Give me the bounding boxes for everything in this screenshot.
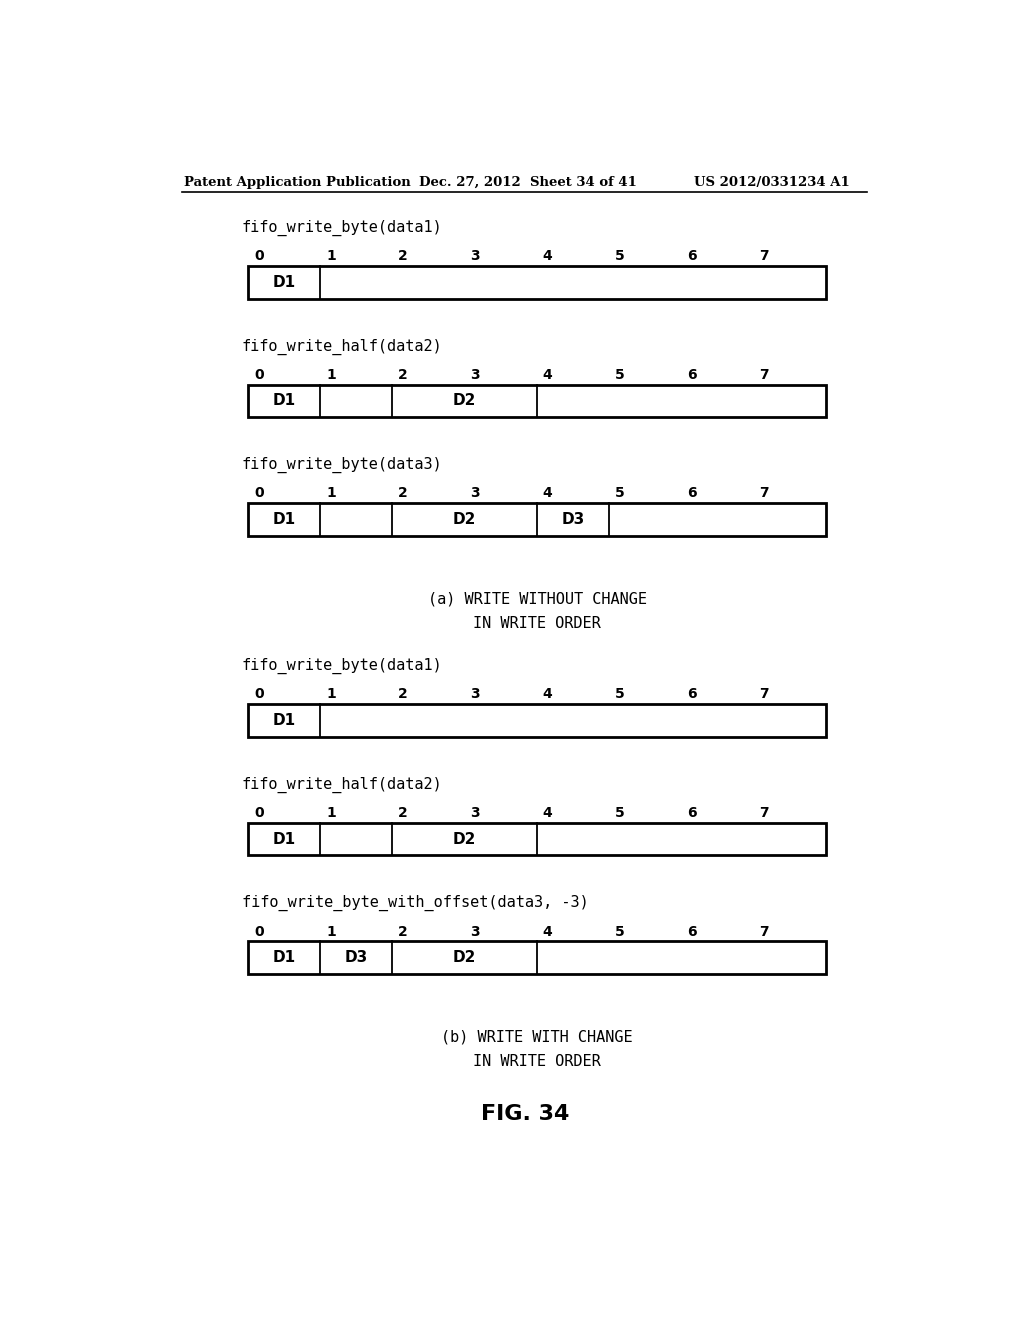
Bar bbox=[248, 941, 825, 974]
Text: D1: D1 bbox=[272, 275, 296, 290]
Text: 2: 2 bbox=[398, 368, 408, 381]
Bar bbox=[248, 822, 825, 855]
Text: 5: 5 bbox=[614, 368, 625, 381]
Text: 5: 5 bbox=[614, 807, 625, 820]
Text: 1: 1 bbox=[326, 688, 336, 701]
Text: 0: 0 bbox=[254, 487, 263, 500]
Text: IN WRITE ORDER: IN WRITE ORDER bbox=[473, 1053, 601, 1069]
Text: D1: D1 bbox=[272, 832, 296, 846]
Bar bbox=[248, 267, 825, 298]
Text: D3: D3 bbox=[561, 512, 585, 527]
Text: US 2012/0331234 A1: US 2012/0331234 A1 bbox=[693, 176, 850, 189]
Text: 7: 7 bbox=[759, 688, 769, 701]
Text: 2: 2 bbox=[398, 249, 408, 263]
Text: 2: 2 bbox=[398, 924, 408, 939]
Text: 6: 6 bbox=[687, 249, 696, 263]
Text: D2: D2 bbox=[453, 950, 476, 965]
Text: fifo_write_byte_with_offset(data3, -3): fifo_write_byte_with_offset(data3, -3) bbox=[242, 895, 589, 912]
Text: 1: 1 bbox=[326, 487, 336, 500]
Text: Dec. 27, 2012  Sheet 34 of 41: Dec. 27, 2012 Sheet 34 of 41 bbox=[419, 176, 637, 189]
Text: 0: 0 bbox=[254, 807, 263, 820]
Text: 4: 4 bbox=[543, 249, 552, 263]
Text: 5: 5 bbox=[614, 487, 625, 500]
Text: IN WRITE ORDER: IN WRITE ORDER bbox=[473, 616, 601, 631]
Text: 4: 4 bbox=[543, 487, 552, 500]
Text: 3: 3 bbox=[470, 688, 480, 701]
Text: D2: D2 bbox=[453, 512, 476, 527]
Text: 7: 7 bbox=[759, 249, 769, 263]
Text: 4: 4 bbox=[543, 807, 552, 820]
Text: fifo_write_byte(data1): fifo_write_byte(data1) bbox=[242, 659, 442, 675]
Text: 2: 2 bbox=[398, 487, 408, 500]
Text: 0: 0 bbox=[254, 249, 263, 263]
Text: Patent Application Publication: Patent Application Publication bbox=[183, 176, 411, 189]
Bar bbox=[248, 705, 825, 737]
Text: fifo_write_half(data2): fifo_write_half(data2) bbox=[242, 339, 442, 355]
Text: 7: 7 bbox=[759, 487, 769, 500]
Text: fifo_write_byte(data1): fifo_write_byte(data1) bbox=[242, 220, 442, 236]
Text: 6: 6 bbox=[687, 807, 696, 820]
Text: FIG. 34: FIG. 34 bbox=[480, 1104, 569, 1123]
Text: 5: 5 bbox=[614, 249, 625, 263]
Text: 4: 4 bbox=[543, 924, 552, 939]
Text: 2: 2 bbox=[398, 688, 408, 701]
Text: 7: 7 bbox=[759, 368, 769, 381]
Text: 5: 5 bbox=[614, 924, 625, 939]
Text: 6: 6 bbox=[687, 487, 696, 500]
Text: 3: 3 bbox=[470, 368, 480, 381]
Text: 1: 1 bbox=[326, 368, 336, 381]
Text: D1: D1 bbox=[272, 950, 296, 965]
Text: 6: 6 bbox=[687, 924, 696, 939]
Text: (a) WRITE WITHOUT CHANGE: (a) WRITE WITHOUT CHANGE bbox=[428, 591, 647, 606]
Text: D1: D1 bbox=[272, 393, 296, 408]
Text: 1: 1 bbox=[326, 249, 336, 263]
Text: 3: 3 bbox=[470, 807, 480, 820]
Text: 0: 0 bbox=[254, 688, 263, 701]
Text: 1: 1 bbox=[326, 924, 336, 939]
Text: 3: 3 bbox=[470, 924, 480, 939]
Text: 3: 3 bbox=[470, 487, 480, 500]
Text: D1: D1 bbox=[272, 713, 296, 729]
Bar bbox=[248, 503, 825, 536]
Text: 5: 5 bbox=[614, 688, 625, 701]
Text: 6: 6 bbox=[687, 368, 696, 381]
Text: (b) WRITE WITH CHANGE: (b) WRITE WITH CHANGE bbox=[441, 1030, 633, 1044]
Text: D2: D2 bbox=[453, 832, 476, 846]
Text: 0: 0 bbox=[254, 924, 263, 939]
Text: D1: D1 bbox=[272, 512, 296, 527]
Text: D2: D2 bbox=[453, 393, 476, 408]
Text: 6: 6 bbox=[687, 688, 696, 701]
Text: 1: 1 bbox=[326, 807, 336, 820]
Text: fifo_write_byte(data3): fifo_write_byte(data3) bbox=[242, 457, 442, 474]
Text: fifo_write_half(data2): fifo_write_half(data2) bbox=[242, 776, 442, 793]
Bar bbox=[248, 385, 825, 417]
Text: 7: 7 bbox=[759, 924, 769, 939]
Text: D3: D3 bbox=[345, 950, 368, 965]
Text: 0: 0 bbox=[254, 368, 263, 381]
Text: 7: 7 bbox=[759, 807, 769, 820]
Text: 4: 4 bbox=[543, 368, 552, 381]
Text: 2: 2 bbox=[398, 807, 408, 820]
Text: 3: 3 bbox=[470, 249, 480, 263]
Text: 4: 4 bbox=[543, 688, 552, 701]
